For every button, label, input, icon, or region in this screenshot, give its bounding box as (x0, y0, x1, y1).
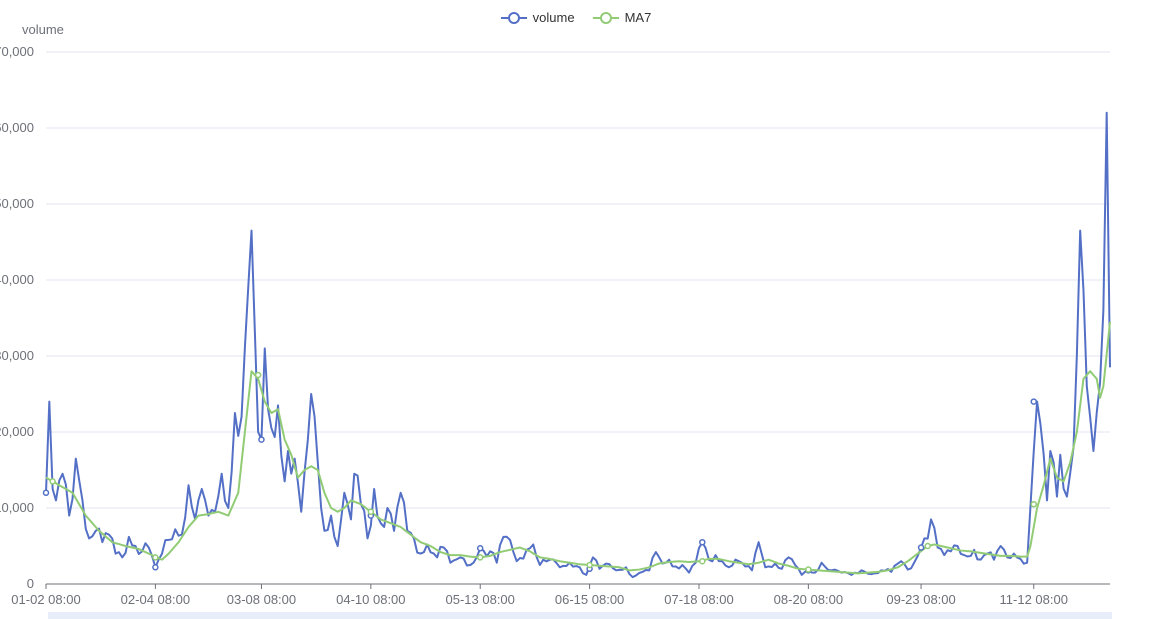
point-marker-ma7[interactable] (586, 561, 593, 569)
y-tick-label: 60,000 (0, 120, 34, 135)
legend-item-ma7[interactable]: MA7 (592, 10, 652, 25)
point-marker-ma7[interactable] (254, 371, 262, 379)
legend-ma7-label: MA7 (624, 10, 652, 25)
x-tick-label: 08-20 08:00 (774, 592, 843, 607)
series-line-ma7 (45, 321, 1111, 575)
legend-item-volume[interactable]: volume (500, 10, 575, 25)
point-marker-volume[interactable] (917, 544, 925, 551)
point-marker-ma7[interactable] (367, 508, 375, 516)
legend-volume-symbol (500, 11, 527, 24)
point-marker-volume[interactable] (476, 545, 484, 552)
point-marker-volume[interactable] (42, 489, 50, 497)
point-marker-ma7[interactable] (49, 478, 56, 485)
x-tick-label: 04-10 08:00 (336, 592, 405, 607)
series-line-volume (45, 111, 1111, 579)
grid-lines (46, 51, 1110, 509)
data-zoom-slider[interactable] (48, 612, 1112, 619)
y-tick-label: 10,000 (0, 500, 34, 515)
x-tick-label: 11-12 08:00 (1000, 592, 1068, 607)
data-markers (42, 371, 1038, 574)
x-tick-label: 03-08 08:00 (227, 592, 296, 607)
point-marker-ma7[interactable] (476, 554, 484, 561)
point-marker-ma7[interactable] (805, 566, 812, 573)
point-marker-ma7[interactable] (1030, 500, 1038, 508)
y-tick-label: 70,000 (0, 44, 34, 59)
y-axis-labels: 0 10,000 20,000 30,000 40,000 50,000 60,000 70,… (0, 44, 34, 591)
legend: volume MA7 (0, 10, 1152, 25)
point-marker-volume[interactable] (1030, 398, 1038, 405)
x-tick-label: 02-04 08:00 (121, 592, 190, 607)
x-tick-label: 06-15 08:00 (555, 592, 624, 607)
x-tick-label: 05-13 08:00 (446, 592, 515, 607)
y-tick-label: 40,000 (0, 272, 34, 287)
y-tick-label: 20,000 (0, 424, 34, 439)
point-marker-ma7[interactable] (152, 554, 159, 561)
point-marker-volume[interactable] (258, 436, 265, 443)
y-tick-label: 30,000 (0, 348, 34, 363)
point-marker-ma7[interactable] (924, 542, 931, 550)
legend-ma7-symbol (592, 11, 619, 24)
series-lines (45, 111, 1111, 579)
x-tick-label: 07-18 08:00 (664, 592, 733, 607)
point-marker-volume[interactable] (152, 564, 159, 571)
point-marker-ma7[interactable] (699, 557, 706, 565)
y-axis-title: volume (22, 22, 64, 37)
x-tick-label: 01-02 08:00 (11, 592, 80, 607)
point-marker-volume[interactable] (699, 538, 706, 546)
x-axis-ticks: 01-02 08:00 02-04 08:00 03-08 08:00 04-10 0… (11, 584, 1068, 607)
x-tick-label: 09-23 08:00 (886, 592, 955, 607)
y-tick-label: 50,000 (0, 196, 34, 211)
legend-volume-label: volume (532, 10, 575, 25)
y-tick-label: 0 (27, 576, 34, 591)
